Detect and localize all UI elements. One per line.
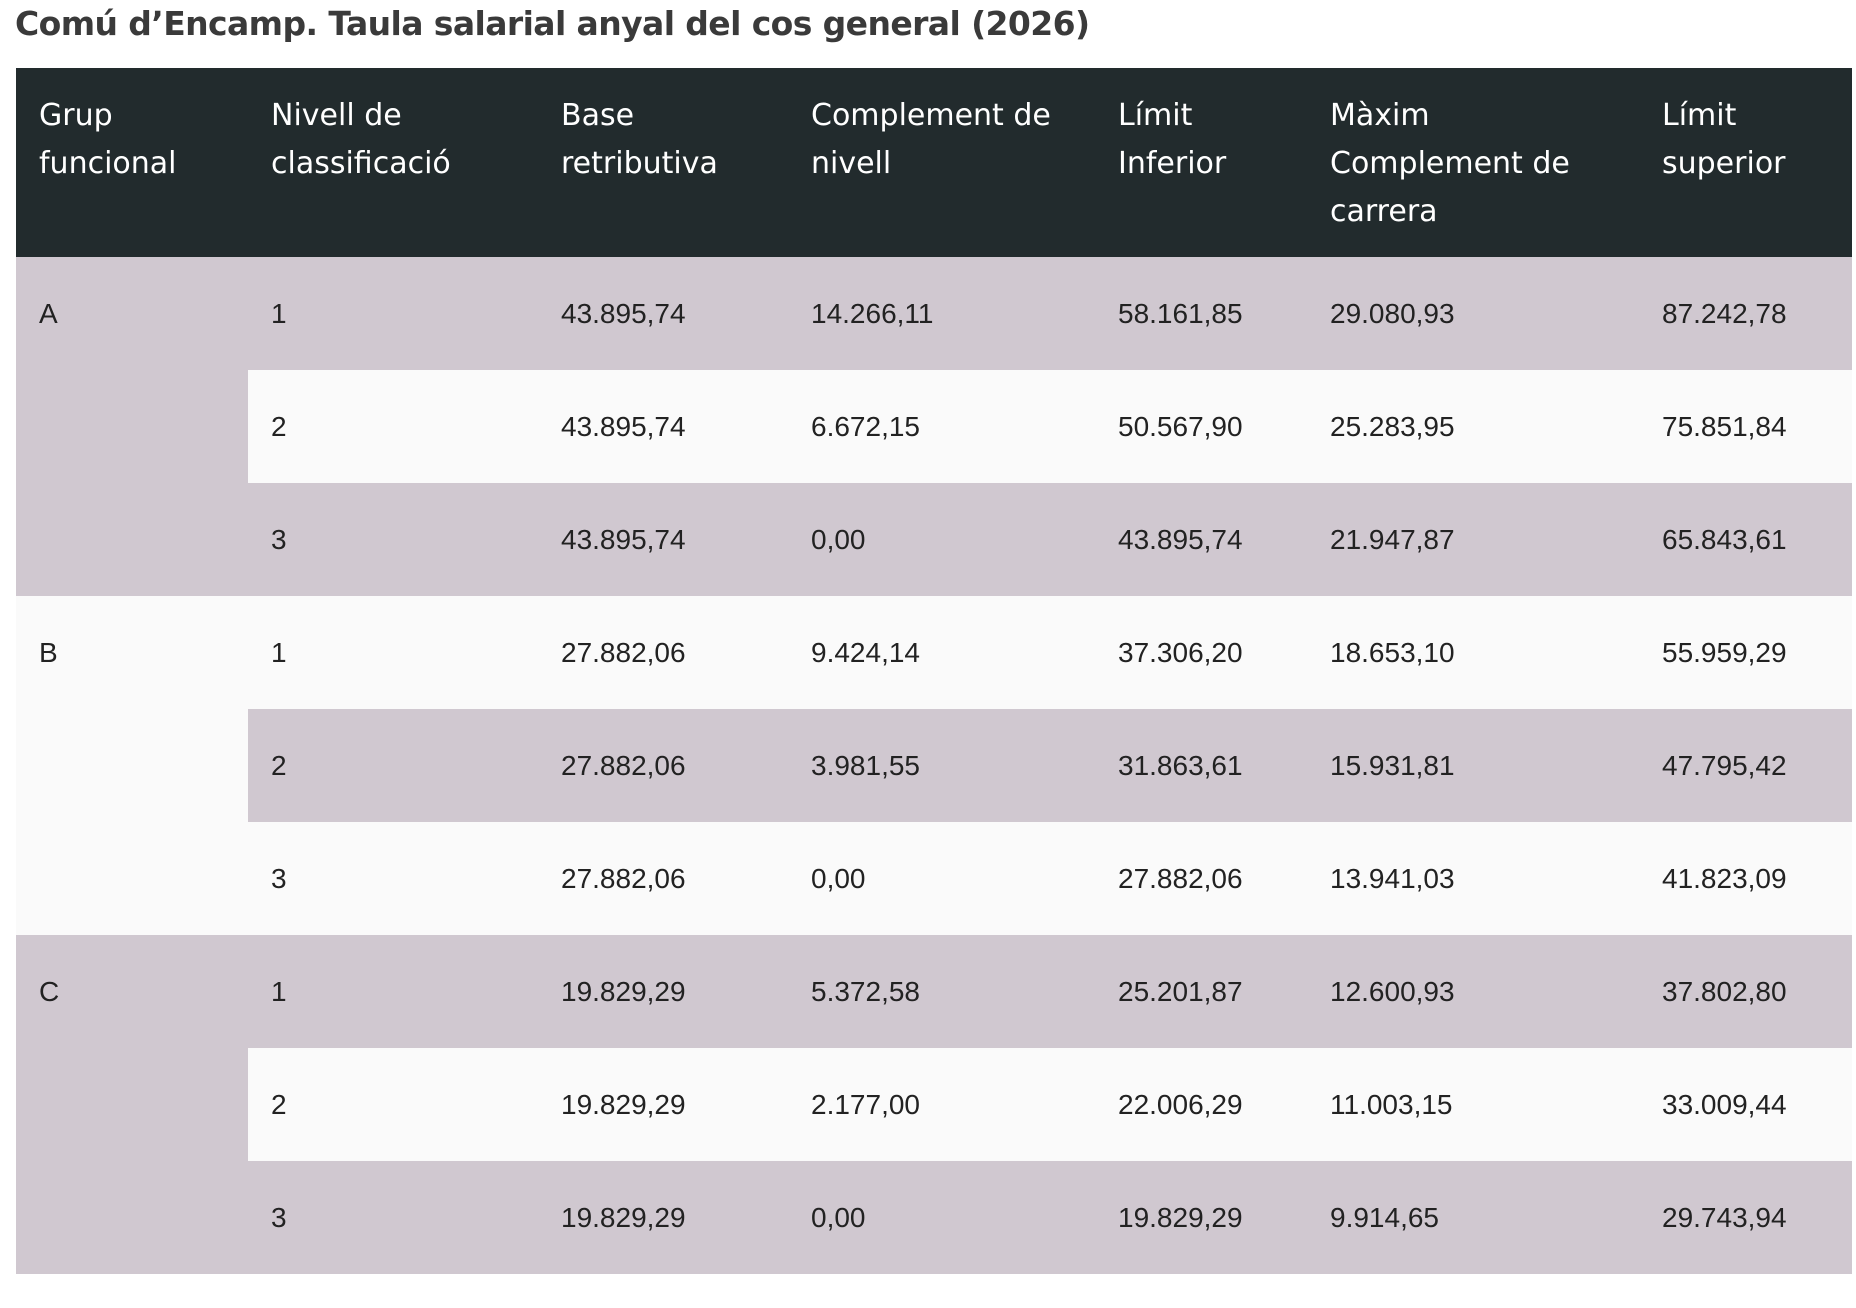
table-cell: 65.843,61: [1639, 483, 1852, 596]
table-cell: 21.947,87: [1307, 483, 1639, 596]
table-cell: 19.829,29: [538, 1161, 788, 1274]
header-grup-funcional: Grup funcional: [16, 68, 248, 257]
table-cell: 27.882,06: [538, 596, 788, 709]
table-cell: 15.931,81: [1307, 709, 1639, 822]
table-cell: 13.941,03: [1307, 822, 1639, 935]
table-cell: 41.823,09: [1639, 822, 1852, 935]
table-cell: 0,00: [788, 483, 1095, 596]
group-label: A: [16, 257, 248, 596]
table-cell: 29.743,94: [1639, 1161, 1852, 1274]
table-cell: 2: [248, 370, 538, 483]
table-cell: 55.959,29: [1639, 596, 1852, 709]
table-cell: 0,00: [788, 1161, 1095, 1274]
table-cell: 27.882,06: [1095, 822, 1307, 935]
table-cell: 2: [248, 1048, 538, 1161]
table-row: 3 43.895,74 0,00 43.895,74 21.947,87 65.…: [16, 483, 1852, 596]
table-cell: 1: [248, 257, 538, 370]
table-cell: 9.914,65: [1307, 1161, 1639, 1274]
header-limit-inferior: Límit Inferior: [1095, 68, 1307, 257]
table-cell: 31.863,61: [1095, 709, 1307, 822]
table-cell: 43.895,74: [538, 257, 788, 370]
table-row: 3 27.882,06 0,00 27.882,06 13.941,03 41.…: [16, 822, 1852, 935]
table-cell: 43.895,74: [538, 370, 788, 483]
table-cell: 1: [248, 596, 538, 709]
page-title: Comú d’Encamp. Taula salarial anyal del …: [15, 4, 1090, 43]
table-cell: 3.981,55: [788, 709, 1095, 822]
table-cell: 18.653,10: [1307, 596, 1639, 709]
header-nivell-classificacio: Nivell de classificació: [248, 68, 538, 257]
table-cell: 6.672,15: [788, 370, 1095, 483]
table-cell: 47.795,42: [1639, 709, 1852, 822]
table-cell: 87.242,78: [1639, 257, 1852, 370]
table-cell: 27.882,06: [538, 822, 788, 935]
table-cell: 43.895,74: [538, 483, 788, 596]
table-cell: 3: [248, 483, 538, 596]
table-cell: 43.895,74: [1095, 483, 1307, 596]
table-row: A 1 43.895,74 14.266,11 58.161,85 29.080…: [16, 257, 1852, 596]
table-cell: 58.161,85: [1095, 257, 1307, 370]
table-cell: 19.829,29: [538, 935, 788, 1048]
table-cell: 50.567,90: [1095, 370, 1307, 483]
table-cell: 22.006,29: [1095, 1048, 1307, 1161]
salary-table: Grup funcional Nivell de classificació B…: [16, 68, 1852, 1274]
table-cell: 25.201,87: [1095, 935, 1307, 1048]
table-cell: 9.424,14: [788, 596, 1095, 709]
table-cell: 1: [248, 935, 538, 1048]
table-row: 2 27.882,06 3.981,55 31.863,61 15.931,81…: [16, 709, 1852, 822]
table-cell: 2: [248, 709, 538, 822]
table-cell: 12.600,93: [1307, 935, 1639, 1048]
table-cell: 0,00: [788, 822, 1095, 935]
table-cell: 75.851,84: [1639, 370, 1852, 483]
table-row: B 1 27.882,06 9.424,14 37.306,20 18.653,…: [16, 596, 1852, 935]
header-complement-nivell: Complement de nivell: [788, 68, 1095, 257]
table-cell: 25.283,95: [1307, 370, 1639, 483]
table-cell: 37.306,20: [1095, 596, 1307, 709]
table-cell: 5.372,58: [788, 935, 1095, 1048]
table-cell: 33.009,44: [1639, 1048, 1852, 1161]
table-row: C 1 19.829,29 5.372,58 25.201,87 12.600,…: [16, 935, 1852, 1274]
group-label: B: [16, 596, 248, 935]
header-limit-superior: Límit superior: [1639, 68, 1852, 257]
table-cell: 29.080,93: [1307, 257, 1639, 370]
table-row: 2 19.829,29 2.177,00 22.006,29 11.003,15…: [16, 1048, 1852, 1161]
table-cell: 14.266,11: [788, 257, 1095, 370]
table-cell: 37.802,80: [1639, 935, 1852, 1048]
table-row: 3 19.829,29 0,00 19.829,29 9.914,65 29.7…: [16, 1161, 1852, 1274]
header-row: Grup funcional Nivell de classificació B…: [16, 68, 1852, 257]
header-base-retributiva: Base retributiva: [538, 68, 788, 257]
table-cell: 11.003,15: [1307, 1048, 1639, 1161]
group-label: C: [16, 935, 248, 1274]
table-cell: 2.177,00: [788, 1048, 1095, 1161]
table-row: 2 43.895,74 6.672,15 50.567,90 25.283,95…: [16, 370, 1852, 483]
table-cell: 3: [248, 1161, 538, 1274]
table-cell: 19.829,29: [1095, 1161, 1307, 1274]
table-cell: 3: [248, 822, 538, 935]
header-maxim-complement-carrera: Màxim Complement de carrera: [1307, 68, 1639, 257]
table-cell: 19.829,29: [538, 1048, 788, 1161]
table-cell: 27.882,06: [538, 709, 788, 822]
